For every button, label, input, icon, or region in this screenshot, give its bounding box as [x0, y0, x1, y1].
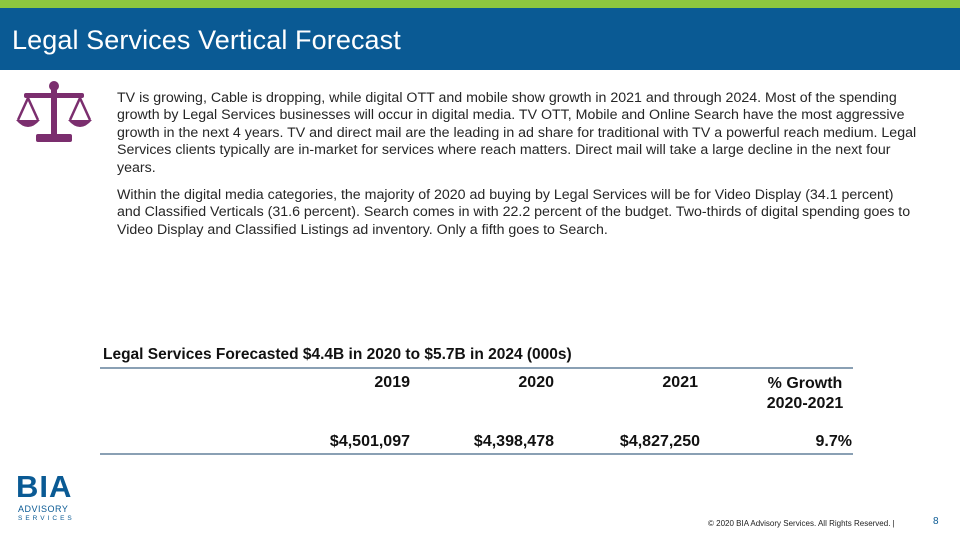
logo-services-text: SERVICES	[18, 515, 75, 522]
value-2019: $4,501,097	[329, 433, 410, 450]
table-bottom-rule	[100, 453, 853, 455]
table-title: Legal Services Forecasted $4.4B in 2020 …	[103, 346, 572, 363]
value-2020: $4,398,478	[473, 433, 554, 450]
table-top-rule	[100, 367, 853, 369]
page-title: Legal Services Vertical Forecast	[12, 25, 401, 55]
header-2021: 2021	[662, 374, 698, 391]
body-paragraph-1: TV is growing, Cable is dropping, while …	[117, 90, 917, 176]
value-growth: 9.7%	[815, 433, 852, 450]
header-growth-line1: % Growth	[767, 375, 843, 392]
header-2019: 2019	[374, 374, 410, 391]
bia-logo: BIA ADVISORY SERVICES	[14, 470, 84, 526]
page-number: 8	[933, 516, 939, 527]
header-2020: 2020	[518, 374, 554, 391]
accent-stripe	[0, 0, 960, 8]
scales-of-justice-icon	[16, 81, 92, 142]
body-paragraph-2: Within the digital media categories, the…	[117, 187, 911, 238]
logo-advisory-text: ADVISORY	[18, 504, 69, 514]
title-bar: Legal Services Vertical Forecast	[0, 8, 960, 70]
header-growth: % Growth 2020-2021	[745, 374, 865, 414]
header-growth-line2: 2020-2021	[766, 395, 844, 412]
body-text: TV is growing, Cable is dropping, while …	[117, 90, 917, 249]
value-2021: $4,827,250	[619, 433, 700, 450]
copyright-footer: © 2020 BIA Advisory Services. All Rights…	[708, 519, 895, 528]
logo-wordmark: BIA	[16, 469, 73, 504]
